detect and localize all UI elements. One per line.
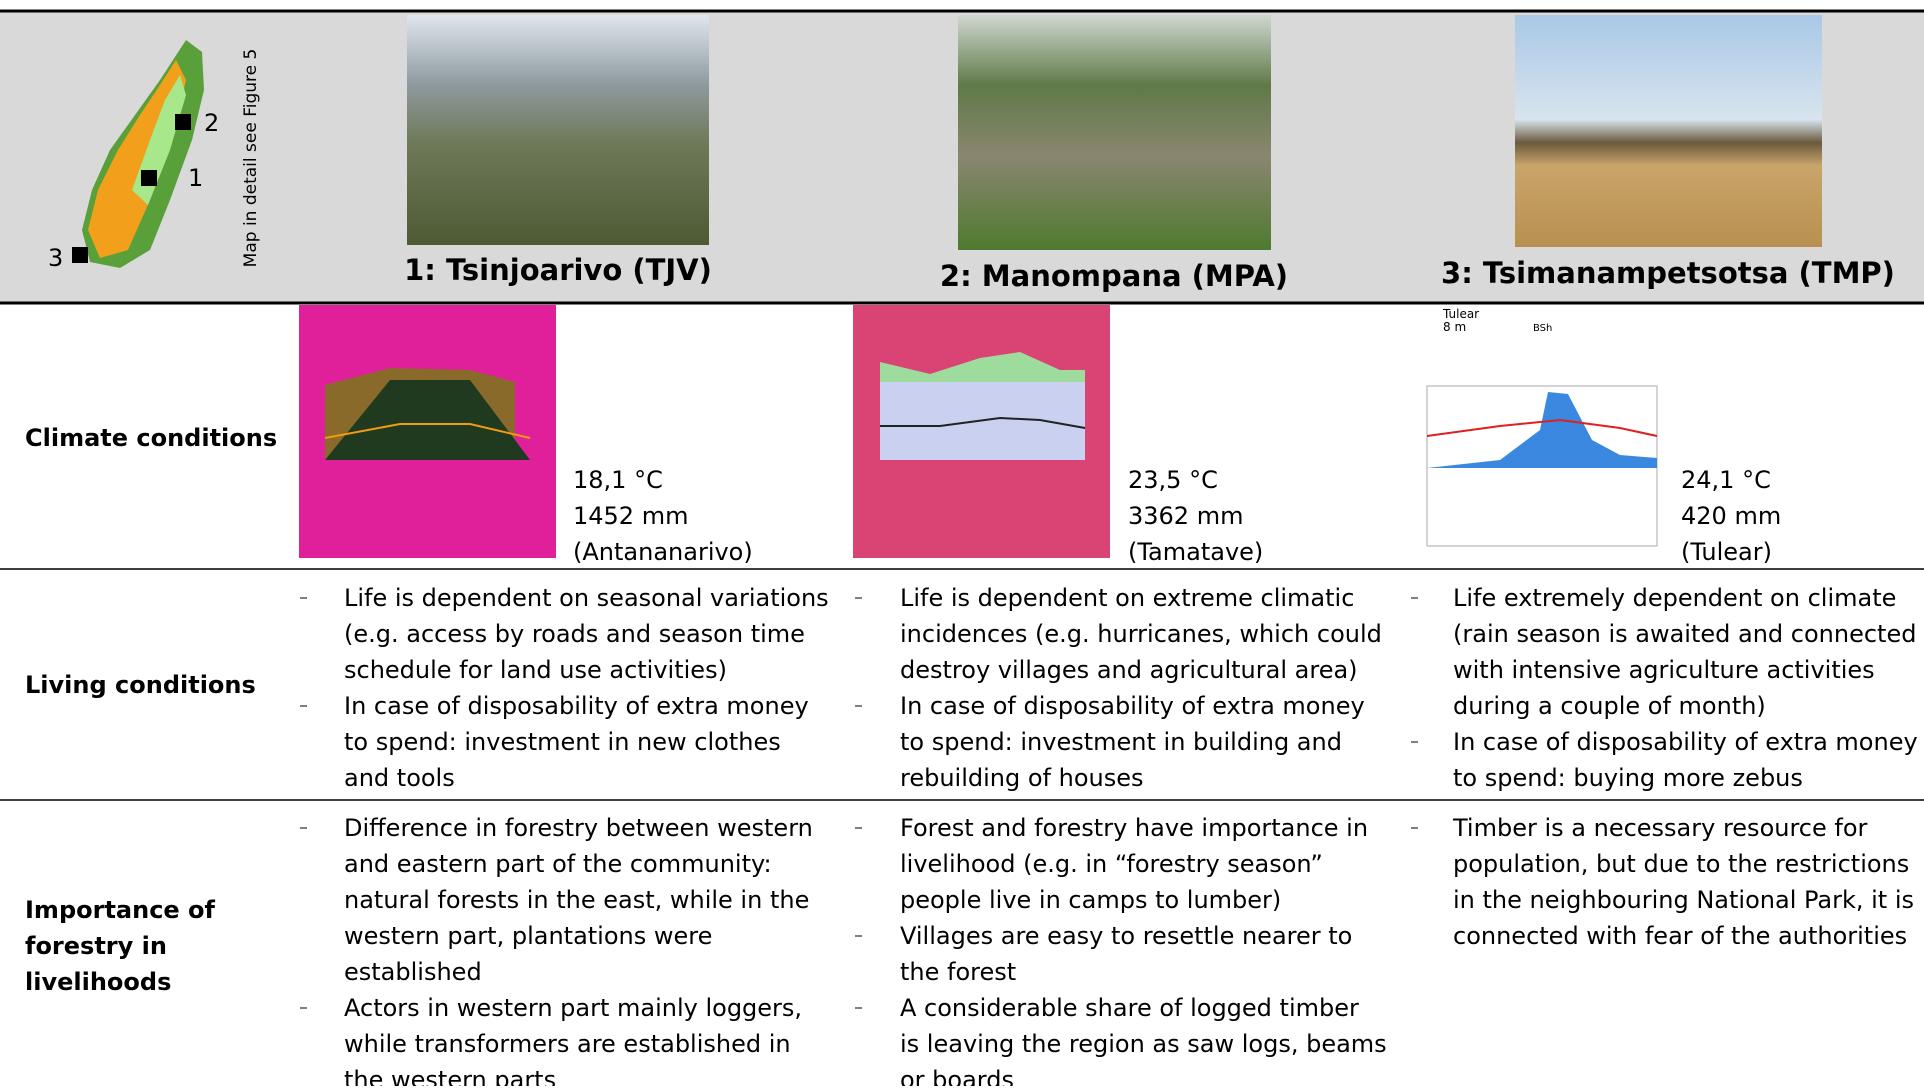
row-label: Living conditions (25, 671, 256, 699)
bullet-text: and tools (344, 764, 455, 792)
map: 1 2 3 Map in detail see Figure 5 (48, 40, 261, 272)
climate-text: 24,1 °C (1681, 466, 1771, 494)
bullet-text: In case of disposability of extra money (900, 692, 1365, 720)
bullet-text: western part, plantations were (344, 922, 712, 950)
bullet-text: and eastern part of the community: (344, 850, 772, 878)
bullet-text: livelihood (e.g. in “forestry season” (900, 850, 1323, 878)
bullet-text: Villages are easy to resettle nearer to (900, 922, 1352, 950)
bullet-text: is leaving the region as saw logs, beams (900, 1030, 1387, 1058)
bullet-text: with intensive agriculture activities (1453, 656, 1875, 684)
climate-text: (Tamatave) (1128, 538, 1263, 566)
bullet-text: (rain season is awaited and connected (1453, 620, 1916, 648)
bullet-text: incidences (e.g. hurricanes, which could (900, 620, 1382, 648)
bullet-text: destroy villages and agricultural area) (900, 656, 1358, 684)
bullet-text: people live in camps to lumber) (900, 886, 1281, 914)
bullet-text: Life is dependent on extreme climatic (900, 584, 1354, 612)
photo (1515, 15, 1822, 247)
climate-text: 420 mm (1681, 502, 1781, 530)
bullet-text: Actors in western part mainly loggers, (344, 994, 802, 1022)
climate-text: (Tulear) (1681, 538, 1772, 566)
site-title: 1: Tsinjoarivo (TJV) (404, 253, 712, 287)
bullet-text: Timber is a necessary resource for (1452, 814, 1868, 842)
row-label: Climate conditions (25, 424, 277, 452)
bullet-text: or boards (900, 1066, 1014, 1086)
map-number: 2 (204, 109, 219, 137)
bullet-text: the western parts (344, 1066, 556, 1086)
bullet-text: established (344, 958, 482, 986)
climate-text: 18,1 °C (573, 466, 663, 494)
row-label: forestry in (25, 932, 167, 960)
bullet-text: A considerable share of logged timber (900, 994, 1359, 1022)
photo (407, 15, 709, 245)
chart-class: BSh (1533, 323, 1552, 334)
bullet-text: to spend: investment in building and (900, 728, 1342, 756)
bullet-text: to spend: investment in new clothes (344, 728, 781, 756)
climate-text: 23,5 °C (1128, 466, 1218, 494)
bullet-text: In case of disposability of extra money (1453, 728, 1918, 756)
site-title: 3: Tsimanampetsotsa (TMP) (1441, 256, 1895, 290)
climate-text: 1452 mm (573, 502, 688, 530)
map-number: 3 (48, 244, 63, 272)
bullet-text: (e.g. access by roads and season time (344, 620, 805, 648)
bullet-text: Difference in forestry between western (344, 814, 813, 842)
climate-chart: Tulear 8 m BSh (299, 305, 1675, 560)
map-number: 1 (188, 164, 203, 192)
site-title: 2: Manompana (MPA) (940, 259, 1288, 293)
row-label: livelihoods (25, 968, 171, 996)
row-label: Importance of (25, 896, 216, 924)
climate-text: (Antananarivo) (573, 538, 753, 566)
photo (958, 15, 1271, 250)
bullet-text: the forest (900, 958, 1016, 986)
bullet-text: while transformers are established in (344, 1030, 791, 1058)
bullet-text: during a couple of month) (1453, 692, 1766, 720)
bullet-text: connected with fear of the authorities (1453, 922, 1907, 950)
bullet-text: in the neighbouring National Park, it is (1453, 886, 1914, 914)
bullet-text: population, but due to the restrictions (1453, 850, 1909, 878)
bullet-text: Life is dependent on seasonal variations (344, 584, 829, 612)
map-note: Map in detail see Figure 5 (241, 49, 261, 268)
bullet-text: to spend: buying more zebus (1453, 764, 1803, 792)
bullet-text: schedule for land use activities) (344, 656, 727, 684)
bullet-text: In case of disposability of extra money (344, 692, 809, 720)
bullet-text: Forest and forestry have importance in (900, 814, 1368, 842)
chart-altitude: 8 m (1443, 320, 1466, 334)
bullet-text: natural forests in the east, while in th… (344, 886, 809, 914)
climate-text: 3362 mm (1128, 502, 1243, 530)
chart-station: Tulear (1442, 307, 1479, 321)
bullet-text: Life extremely dependent on climate (1453, 584, 1896, 612)
bullet-text: rebuilding of houses (900, 764, 1144, 792)
